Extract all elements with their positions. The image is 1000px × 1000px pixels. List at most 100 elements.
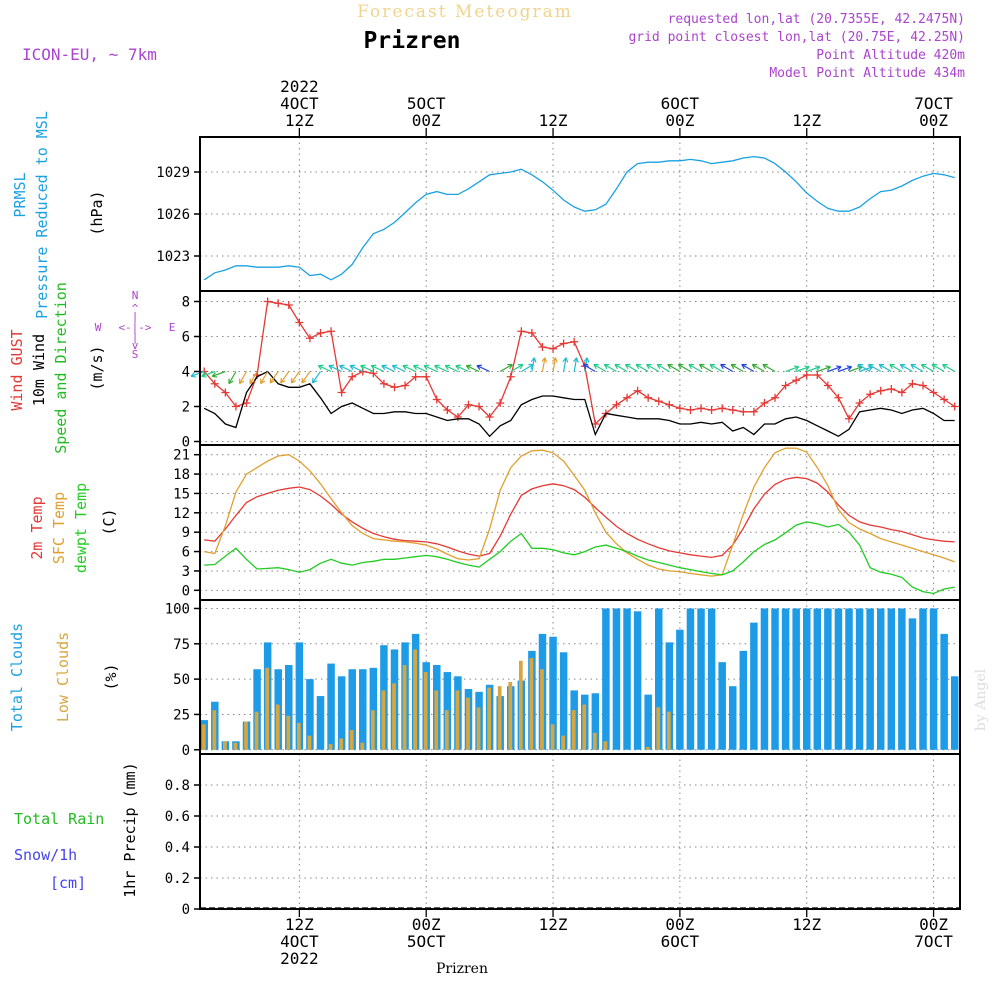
panel-3: 0 25 50 75 100 — [165, 599, 961, 759]
wind-arrow-head — [260, 378, 266, 385]
total-cloud-bar — [728, 686, 737, 750]
wind-arrow-head — [814, 365, 821, 371]
wind-arrow — [741, 363, 755, 373]
wind-arrow-head — [269, 377, 275, 384]
wind-arrow — [269, 371, 279, 384]
wind-arrow-head — [349, 364, 356, 370]
y-tick-label: 0 — [182, 902, 190, 918]
wind-arrow — [762, 363, 776, 373]
total-cloud-bar — [760, 608, 769, 750]
low-cloud-bar — [582, 704, 587, 750]
wind-arrow — [381, 365, 395, 373]
svg-text:v: v — [132, 339, 139, 352]
wind-arrow-head — [835, 365, 842, 371]
wind-arrow-head — [444, 364, 451, 370]
gust-marker — [845, 414, 854, 423]
wind-arrow — [499, 363, 513, 373]
gust-marker — [475, 402, 484, 411]
low-cloud-bar — [666, 711, 671, 750]
wind-arrow — [531, 357, 535, 372]
panel-frame — [199, 290, 961, 446]
y-tick-label: 15 — [173, 486, 190, 502]
total-cloud-bar — [898, 608, 906, 750]
wind-arrow — [466, 365, 480, 373]
gust-marker — [401, 381, 410, 390]
wind-arrow-head — [465, 364, 472, 370]
model-label: ICON-EU, ~ 7km — [22, 45, 157, 64]
gust-marker — [284, 301, 293, 309]
wind-arrow-head — [793, 365, 800, 371]
wind-arrow-head — [751, 363, 758, 370]
gust-marker — [675, 404, 684, 413]
low-cloud-bar — [540, 669, 544, 750]
wind-arrow — [455, 365, 469, 373]
total-clouds-label: Total Clouds — [8, 623, 26, 731]
gust-marker — [718, 404, 727, 413]
wind-arrow-head — [423, 364, 430, 370]
wind-arrow-head — [249, 378, 255, 385]
compass-rose: N ^ | W <-|-> E | v S — [95, 289, 176, 361]
y-tick-label: 0 — [182, 583, 190, 599]
wind-arrow — [238, 371, 248, 384]
wind-arrow — [678, 363, 691, 373]
compass-n: N — [132, 289, 139, 302]
top-time-label: 4OCT — [280, 94, 319, 113]
low-cloud-bar — [656, 707, 661, 750]
low-cloud-bar — [413, 649, 418, 750]
wind-arrow — [785, 366, 799, 373]
gust-marker — [623, 393, 632, 402]
plot-area: 1023102610290246803691215182102550751000… — [156, 136, 961, 918]
wind-arrow — [328, 365, 342, 373]
y-tick-label: 50 — [173, 672, 190, 688]
wind-arrow-head — [942, 363, 948, 370]
total-cloud-bar — [781, 608, 790, 750]
wind-arrow-head — [603, 363, 610, 370]
svg-text:<-|->: <-|-> — [118, 321, 151, 334]
low-cloud-bar — [307, 735, 312, 750]
wind-arrow — [201, 370, 216, 377]
wind-arrow-head — [391, 364, 398, 370]
bottom-time-label: 12Z — [285, 915, 314, 934]
wind-arrow-head — [238, 378, 245, 385]
app-title: Forecast Meteogram — [357, 2, 573, 22]
y-tick-label: 9 — [182, 525, 190, 541]
total-cloud-bar — [697, 608, 705, 750]
temp-2m-label: 2m Temp — [28, 496, 46, 559]
low-cloud-bar — [444, 710, 449, 750]
top-time-label: 7OCT — [914, 94, 953, 113]
top-time-label: 12Z — [539, 111, 568, 130]
gust-marker — [337, 388, 346, 397]
bottom-time-label: 7OCT — [914, 932, 953, 951]
low-cloud-bar — [455, 690, 460, 750]
total-cloud-bar — [559, 652, 568, 750]
low-cloud-bar — [518, 660, 523, 750]
top-time-label: 12Z — [285, 111, 314, 130]
wind-arrow-head — [370, 364, 377, 370]
compass-w: W — [95, 321, 102, 334]
gust-marker — [348, 372, 357, 381]
wind-arrow — [838, 366, 852, 373]
y-tick-label: 2 — [182, 400, 190, 416]
bottom-time-label: 00Z — [919, 915, 948, 934]
panel-4: 0 0.2 0.4 0.6 0.8 — [165, 753, 961, 918]
gust-marker — [443, 406, 452, 414]
gust-marker — [210, 379, 219, 388]
y-tick-label: 4 — [182, 365, 190, 381]
total-cloud-bar — [940, 633, 948, 750]
wind-arrow-head — [698, 363, 705, 370]
wind-arrow-head — [228, 378, 234, 385]
top-time-label: 5OCT — [407, 94, 446, 113]
wind-arrow — [563, 357, 567, 372]
total-cloud-bar — [602, 608, 610, 750]
wind-arrow-head — [413, 364, 419, 370]
wind-arrow-head — [455, 364, 461, 370]
wind-arrow — [593, 363, 607, 373]
low-cloud-bar — [360, 742, 365, 750]
gust-marker — [221, 388, 230, 397]
wind-arrow — [720, 363, 734, 373]
total-cloud-bar — [792, 608, 800, 750]
gust-marker — [792, 376, 801, 385]
low-cloud-bar — [296, 722, 301, 750]
temp-dewpt-label: dewpt Temp — [72, 483, 90, 573]
